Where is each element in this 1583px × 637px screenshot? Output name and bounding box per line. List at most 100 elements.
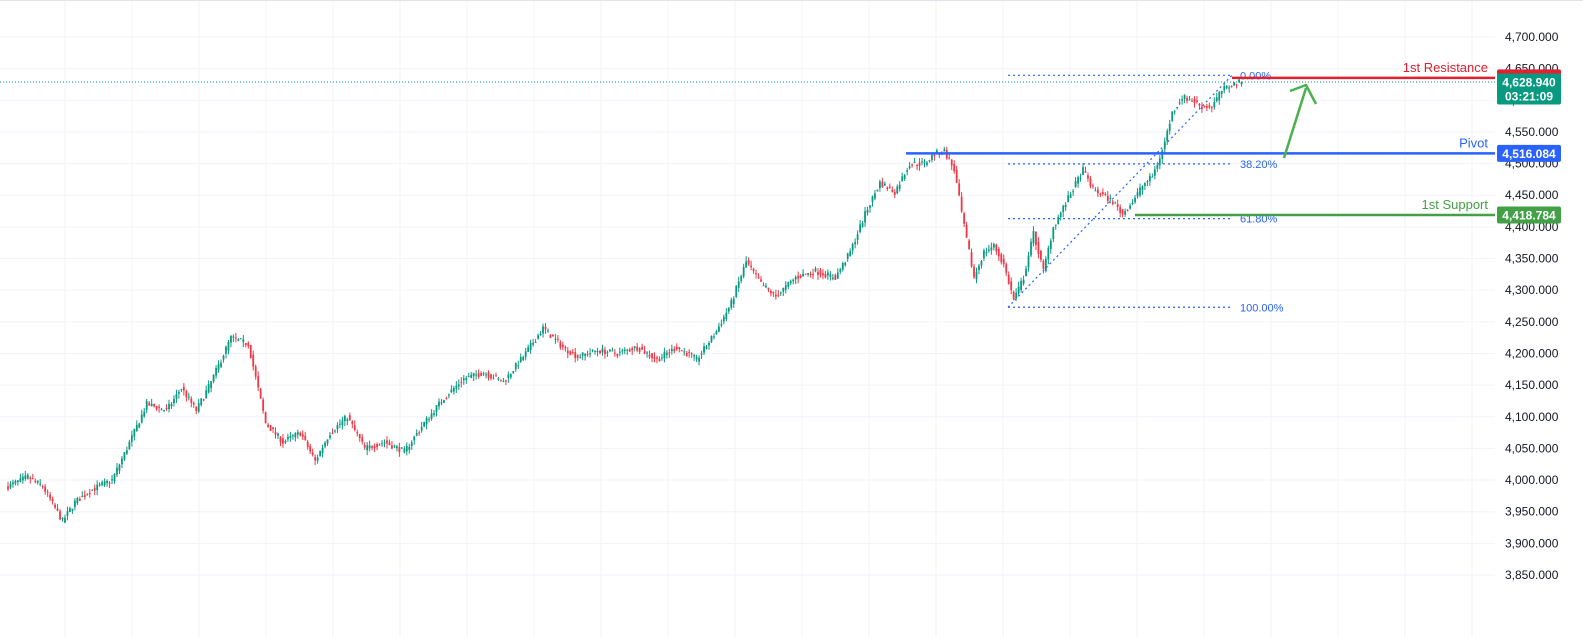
candle-body <box>1139 187 1141 196</box>
candle-body <box>289 435 292 438</box>
candle-body <box>1230 86 1233 88</box>
candle-body <box>457 384 460 387</box>
candle-body <box>336 425 339 430</box>
candle-body <box>792 279 795 282</box>
candle-body <box>881 181 884 188</box>
candle-body <box>752 268 755 271</box>
candle-body <box>438 401 440 407</box>
candle-body <box>678 347 681 349</box>
candle-body <box>747 260 750 265</box>
candle-body <box>1114 202 1117 204</box>
candle-body <box>665 352 668 356</box>
candle-body <box>81 495 84 498</box>
candle-body <box>264 412 267 424</box>
candle-body <box>569 351 572 355</box>
candle-body <box>123 452 126 460</box>
candle-body <box>17 480 19 483</box>
candle-body <box>916 165 918 167</box>
candle-body <box>1017 286 1020 294</box>
candle-body <box>737 281 740 288</box>
candle-body <box>822 273 824 276</box>
candle-body <box>556 338 559 340</box>
candle-body <box>782 288 785 292</box>
candle-body <box>178 392 180 394</box>
candle-body <box>814 268 817 272</box>
candle-body <box>908 166 911 169</box>
candle-body <box>519 357 522 363</box>
candle-body <box>1183 95 1186 99</box>
candle-body <box>509 374 512 378</box>
candle-body <box>980 261 983 266</box>
candle-body <box>849 251 852 257</box>
candle-body <box>205 390 208 399</box>
candle-body <box>913 161 916 163</box>
candle-body <box>886 187 889 190</box>
candle-body <box>78 498 81 502</box>
candle-body <box>150 403 153 406</box>
candle-body <box>185 390 188 398</box>
price-axis[interactable]: 4,700.0004,650.0004,600.0004,550.0004,50… <box>1505 30 1559 582</box>
candle-body <box>601 348 604 353</box>
candle-body <box>797 275 800 279</box>
candle-body <box>319 451 322 456</box>
candle-body <box>168 403 170 410</box>
candle-body <box>621 350 624 352</box>
candle-body <box>29 477 32 479</box>
axis-tick-label: 3,900.000 <box>1505 536 1559 550</box>
candle-body <box>237 338 240 341</box>
candle-body <box>507 374 510 379</box>
candle-body <box>1111 201 1114 205</box>
candle-body <box>326 439 329 444</box>
candle-body <box>482 373 485 375</box>
candle-body <box>636 346 639 351</box>
candle-body <box>1166 130 1169 142</box>
candle-body <box>500 380 502 382</box>
candle-body <box>765 285 767 288</box>
candle-body <box>91 489 94 491</box>
level-name-label: 1st Support <box>1422 197 1489 212</box>
candle-body <box>809 273 812 275</box>
candle-body <box>207 383 210 393</box>
axis-tick-label: 4,050.000 <box>1505 441 1559 455</box>
fib-level-label: 100.00% <box>1240 302 1284 314</box>
candle-body <box>1126 210 1129 212</box>
fib-level-label: 61.80% <box>1240 214 1278 226</box>
candle-body <box>1072 191 1075 193</box>
candle-body <box>487 372 490 378</box>
candle-body <box>373 446 376 449</box>
candle-body <box>888 186 891 188</box>
candle-body <box>165 408 168 410</box>
candle-body <box>348 415 351 420</box>
candle-body <box>408 446 411 450</box>
candle-body <box>26 474 29 479</box>
candlestick-series <box>7 77 1243 524</box>
candle-body <box>911 164 914 166</box>
candle-body <box>710 335 713 342</box>
candle-body <box>943 148 946 152</box>
candle-body <box>1054 224 1057 226</box>
candle-body <box>287 437 289 440</box>
candle-body <box>272 427 274 429</box>
price-levels[interactable]: 1st Resistance Pivot 1st Support <box>0 60 1495 217</box>
candle-body <box>586 353 589 356</box>
fibonacci-retracement[interactable]: 0.00% 38.20% 61.80% 100.00% <box>1007 70 1284 314</box>
candle-body <box>547 330 549 332</box>
candle-body <box>960 196 963 212</box>
candle-body <box>1022 279 1025 284</box>
candle-body <box>663 352 666 359</box>
candle-body <box>155 406 158 410</box>
candle-body <box>88 492 91 495</box>
axis-tick-label: 3,850.000 <box>1505 568 1559 582</box>
candle-body <box>440 402 443 404</box>
candle-body <box>534 341 537 343</box>
candle-body <box>170 404 173 407</box>
candle-body <box>688 351 691 353</box>
candle-body <box>722 316 725 322</box>
candle-body <box>34 480 37 482</box>
candle-body <box>391 445 393 449</box>
candle-body <box>227 341 230 351</box>
candle-body <box>609 349 611 352</box>
candle-body <box>398 447 401 453</box>
candle-body <box>799 275 802 278</box>
